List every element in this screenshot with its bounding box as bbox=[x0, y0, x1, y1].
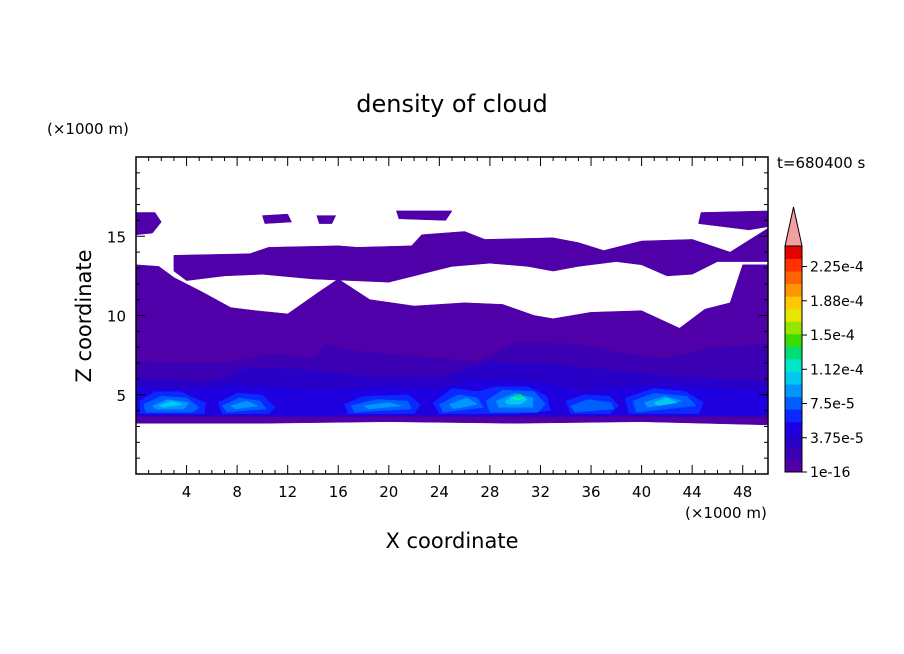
y-tick-label: 5 bbox=[116, 387, 126, 405]
colorbar-level-1 bbox=[785, 446, 802, 460]
x-tick-label: 36 bbox=[581, 483, 600, 501]
x-tick-label: 4 bbox=[182, 483, 192, 501]
time-label: t=680400 s bbox=[777, 154, 865, 172]
contour-regions bbox=[135, 210, 769, 426]
contour-region-0 bbox=[135, 212, 162, 235]
y-axis-label: Z coordinate bbox=[72, 249, 96, 382]
colorbar-level-7 bbox=[785, 371, 802, 385]
x-tick-label: 40 bbox=[632, 483, 651, 501]
contour-region-3 bbox=[396, 210, 453, 221]
colorbar-frame bbox=[784, 245, 803, 473]
colorbar-level-2 bbox=[785, 434, 802, 448]
contour-region-25 bbox=[362, 402, 402, 410]
colorbar-label: 1.5e-4 bbox=[810, 328, 855, 344]
colorbar-level-9 bbox=[785, 346, 802, 360]
y-unit-label: (×1000 m) bbox=[47, 120, 129, 138]
colorbar-level-12 bbox=[785, 308, 802, 322]
colorbar-label: 1.88e-4 bbox=[810, 294, 864, 310]
x-tick-label: 12 bbox=[278, 483, 297, 501]
contour-region-5 bbox=[173, 227, 769, 283]
x-unit-label: (×1000 m) bbox=[685, 504, 767, 522]
colorbar-level-16 bbox=[785, 258, 802, 272]
colorbar-level-8 bbox=[785, 359, 802, 372]
contour-region-24 bbox=[230, 400, 259, 410]
x-tick-label: 8 bbox=[232, 483, 242, 501]
colorbar-label: 3.75e-5 bbox=[810, 431, 864, 447]
x-tick-label: 20 bbox=[379, 483, 398, 501]
colorbar-label: 7.5e-5 bbox=[810, 397, 855, 413]
colorbar-label: 1e-16 bbox=[810, 465, 850, 481]
contour-region-31 bbox=[653, 397, 678, 407]
colorbar-level-6 bbox=[785, 384, 802, 398]
colorbar-level-11 bbox=[785, 321, 802, 335]
x-axis-label: X coordinate bbox=[385, 529, 518, 553]
x-tick-label: 44 bbox=[683, 483, 702, 501]
colorbar-level-10 bbox=[785, 333, 802, 347]
contour-region-4 bbox=[698, 210, 769, 231]
x-tick-label: 24 bbox=[430, 483, 449, 501]
colorbar-extend-arrow bbox=[784, 206, 803, 247]
y-tick-label: 10 bbox=[107, 308, 126, 326]
colorbar-level-14 bbox=[785, 283, 802, 297]
colorbar-level-5 bbox=[785, 396, 802, 410]
contour-region-29 bbox=[158, 400, 183, 408]
colorbar-level-17 bbox=[785, 246, 802, 259]
contour-region-21 bbox=[570, 399, 615, 413]
contour-region-33 bbox=[514, 393, 524, 398]
colorbar-label: 1.12e-4 bbox=[810, 362, 864, 378]
x-tick-label: 16 bbox=[329, 483, 348, 501]
colorbar-level-13 bbox=[785, 296, 802, 310]
y-tick-label: 15 bbox=[107, 228, 126, 246]
chart-title: density of cloud bbox=[356, 90, 547, 118]
colorbar-level-3 bbox=[785, 421, 802, 435]
contour-region-26 bbox=[449, 397, 478, 410]
contour-region-2 bbox=[316, 215, 337, 224]
x-tick-label: 48 bbox=[733, 483, 752, 501]
colorbar-level-0 bbox=[785, 459, 802, 473]
colorbar: 1e-16 3.75e-5 7.5e-5 1.12e-4 1.5e-4 1.88e-4 2.… bbox=[784, 206, 864, 481]
contour-region-1 bbox=[262, 213, 292, 224]
x-tick-label: 32 bbox=[531, 483, 550, 501]
colorbar-label: 2.25e-4 bbox=[810, 260, 864, 276]
colorbar-level-4 bbox=[785, 409, 802, 423]
colorbar-level-15 bbox=[785, 271, 802, 285]
x-tick-label: 28 bbox=[480, 483, 499, 501]
